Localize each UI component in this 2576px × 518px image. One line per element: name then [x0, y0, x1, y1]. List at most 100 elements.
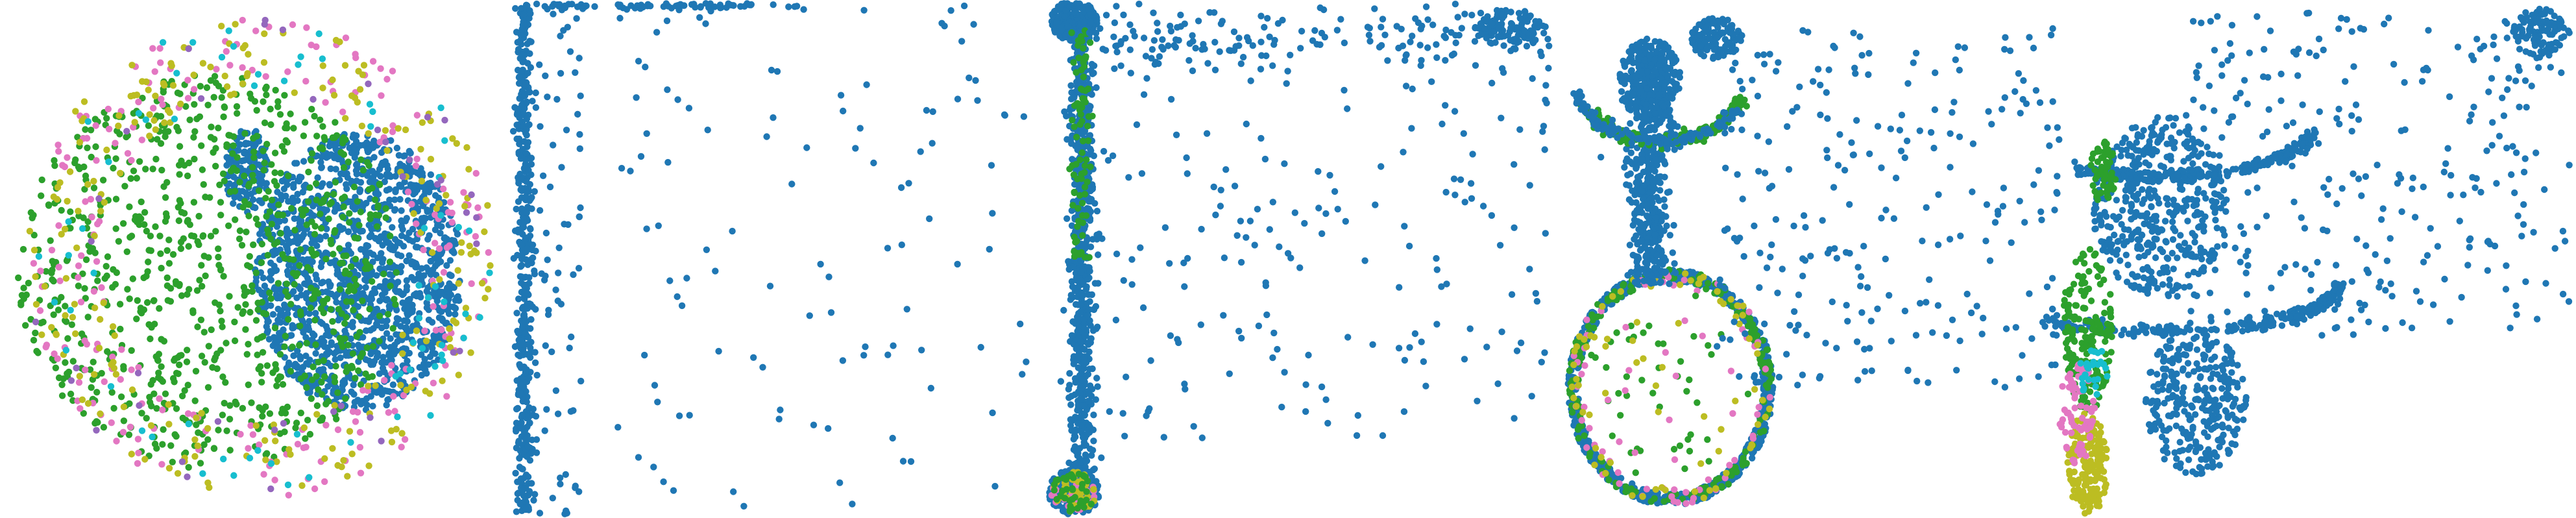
data-point — [75, 274, 82, 281]
data-point — [84, 400, 92, 407]
data-point — [273, 267, 280, 274]
data-point — [25, 279, 32, 287]
data-point — [213, 365, 221, 373]
data-point — [431, 363, 439, 370]
data-point — [431, 350, 439, 357]
data-point — [1088, 452, 1095, 459]
data-point — [266, 208, 274, 216]
data-point — [681, 2, 688, 9]
data-point — [112, 155, 119, 162]
data-point — [140, 306, 148, 314]
data-point — [1072, 238, 1079, 246]
data-point — [365, 130, 372, 137]
data-point — [1085, 341, 1092, 348]
data-point — [83, 341, 90, 348]
data-point — [277, 230, 284, 237]
data-point — [32, 329, 39, 337]
data-point — [444, 284, 451, 291]
data-point — [526, 404, 533, 411]
data-point — [97, 208, 104, 215]
data-point — [485, 249, 492, 256]
data-point — [519, 465, 526, 473]
data-point — [417, 145, 424, 153]
scatter-panel-2 — [509, 0, 1030, 517]
data-point — [1076, 156, 1084, 164]
data-point — [90, 177, 97, 185]
data-point — [289, 21, 297, 29]
data-point — [198, 142, 205, 149]
data-point — [230, 133, 237, 140]
data-point — [461, 203, 468, 210]
data-point — [260, 59, 268, 66]
data-point — [397, 382, 404, 389]
data-point — [446, 257, 454, 264]
data-point — [300, 230, 308, 238]
data-point — [305, 325, 312, 332]
data-point — [462, 310, 469, 317]
data-point — [246, 454, 254, 462]
data-point — [715, 347, 722, 355]
data-point — [242, 190, 250, 197]
data-point — [138, 198, 145, 206]
data-point — [339, 195, 346, 203]
data-point — [526, 88, 533, 95]
data-point — [297, 323, 304, 330]
data-point — [704, 127, 711, 134]
data-point — [318, 279, 325, 287]
data-point — [310, 212, 317, 219]
data-point — [262, 456, 269, 463]
data-point — [532, 104, 540, 111]
data-point — [455, 223, 462, 231]
data-point — [103, 115, 110, 122]
data-point — [84, 314, 91, 321]
data-point — [435, 333, 442, 340]
data-point — [441, 235, 448, 242]
data-point — [199, 233, 206, 240]
data-point — [340, 203, 347, 210]
data-point — [870, 159, 877, 167]
data-point — [568, 333, 575, 341]
data-point — [250, 177, 257, 184]
data-point — [67, 306, 74, 314]
data-point — [321, 455, 328, 462]
data-point — [770, 1, 777, 8]
data-point — [225, 222, 232, 229]
data-point — [328, 259, 335, 266]
data-point — [294, 441, 302, 448]
data-point — [258, 378, 265, 386]
data-point — [381, 178, 388, 186]
data-point — [53, 330, 60, 338]
data-point — [315, 30, 322, 38]
data-point — [350, 306, 357, 314]
data-point — [133, 315, 140, 323]
data-point — [526, 225, 534, 232]
data-point — [108, 389, 115, 396]
data-point — [306, 389, 313, 396]
data-point — [134, 436, 142, 443]
data-point — [339, 140, 346, 147]
data-point — [288, 204, 295, 212]
data-point — [54, 355, 61, 362]
data-point — [287, 110, 294, 117]
data-point — [178, 292, 186, 299]
data-point — [329, 318, 336, 325]
data-point — [280, 185, 288, 193]
data-point — [319, 62, 326, 69]
data-point — [641, 351, 648, 359]
data-point — [361, 276, 369, 284]
data-point — [651, 382, 659, 389]
data-point — [422, 388, 429, 395]
data-point — [303, 221, 310, 228]
data-point — [62, 275, 70, 282]
data-point — [150, 297, 158, 304]
data-point — [319, 123, 326, 130]
data-point — [30, 247, 38, 254]
data-point — [175, 217, 182, 225]
data-point — [730, 488, 737, 495]
data-point — [312, 341, 319, 349]
data-point — [279, 26, 287, 34]
data-point — [513, 406, 520, 413]
data-point — [839, 357, 847, 364]
data-point — [241, 130, 249, 137]
data-point — [352, 256, 359, 263]
